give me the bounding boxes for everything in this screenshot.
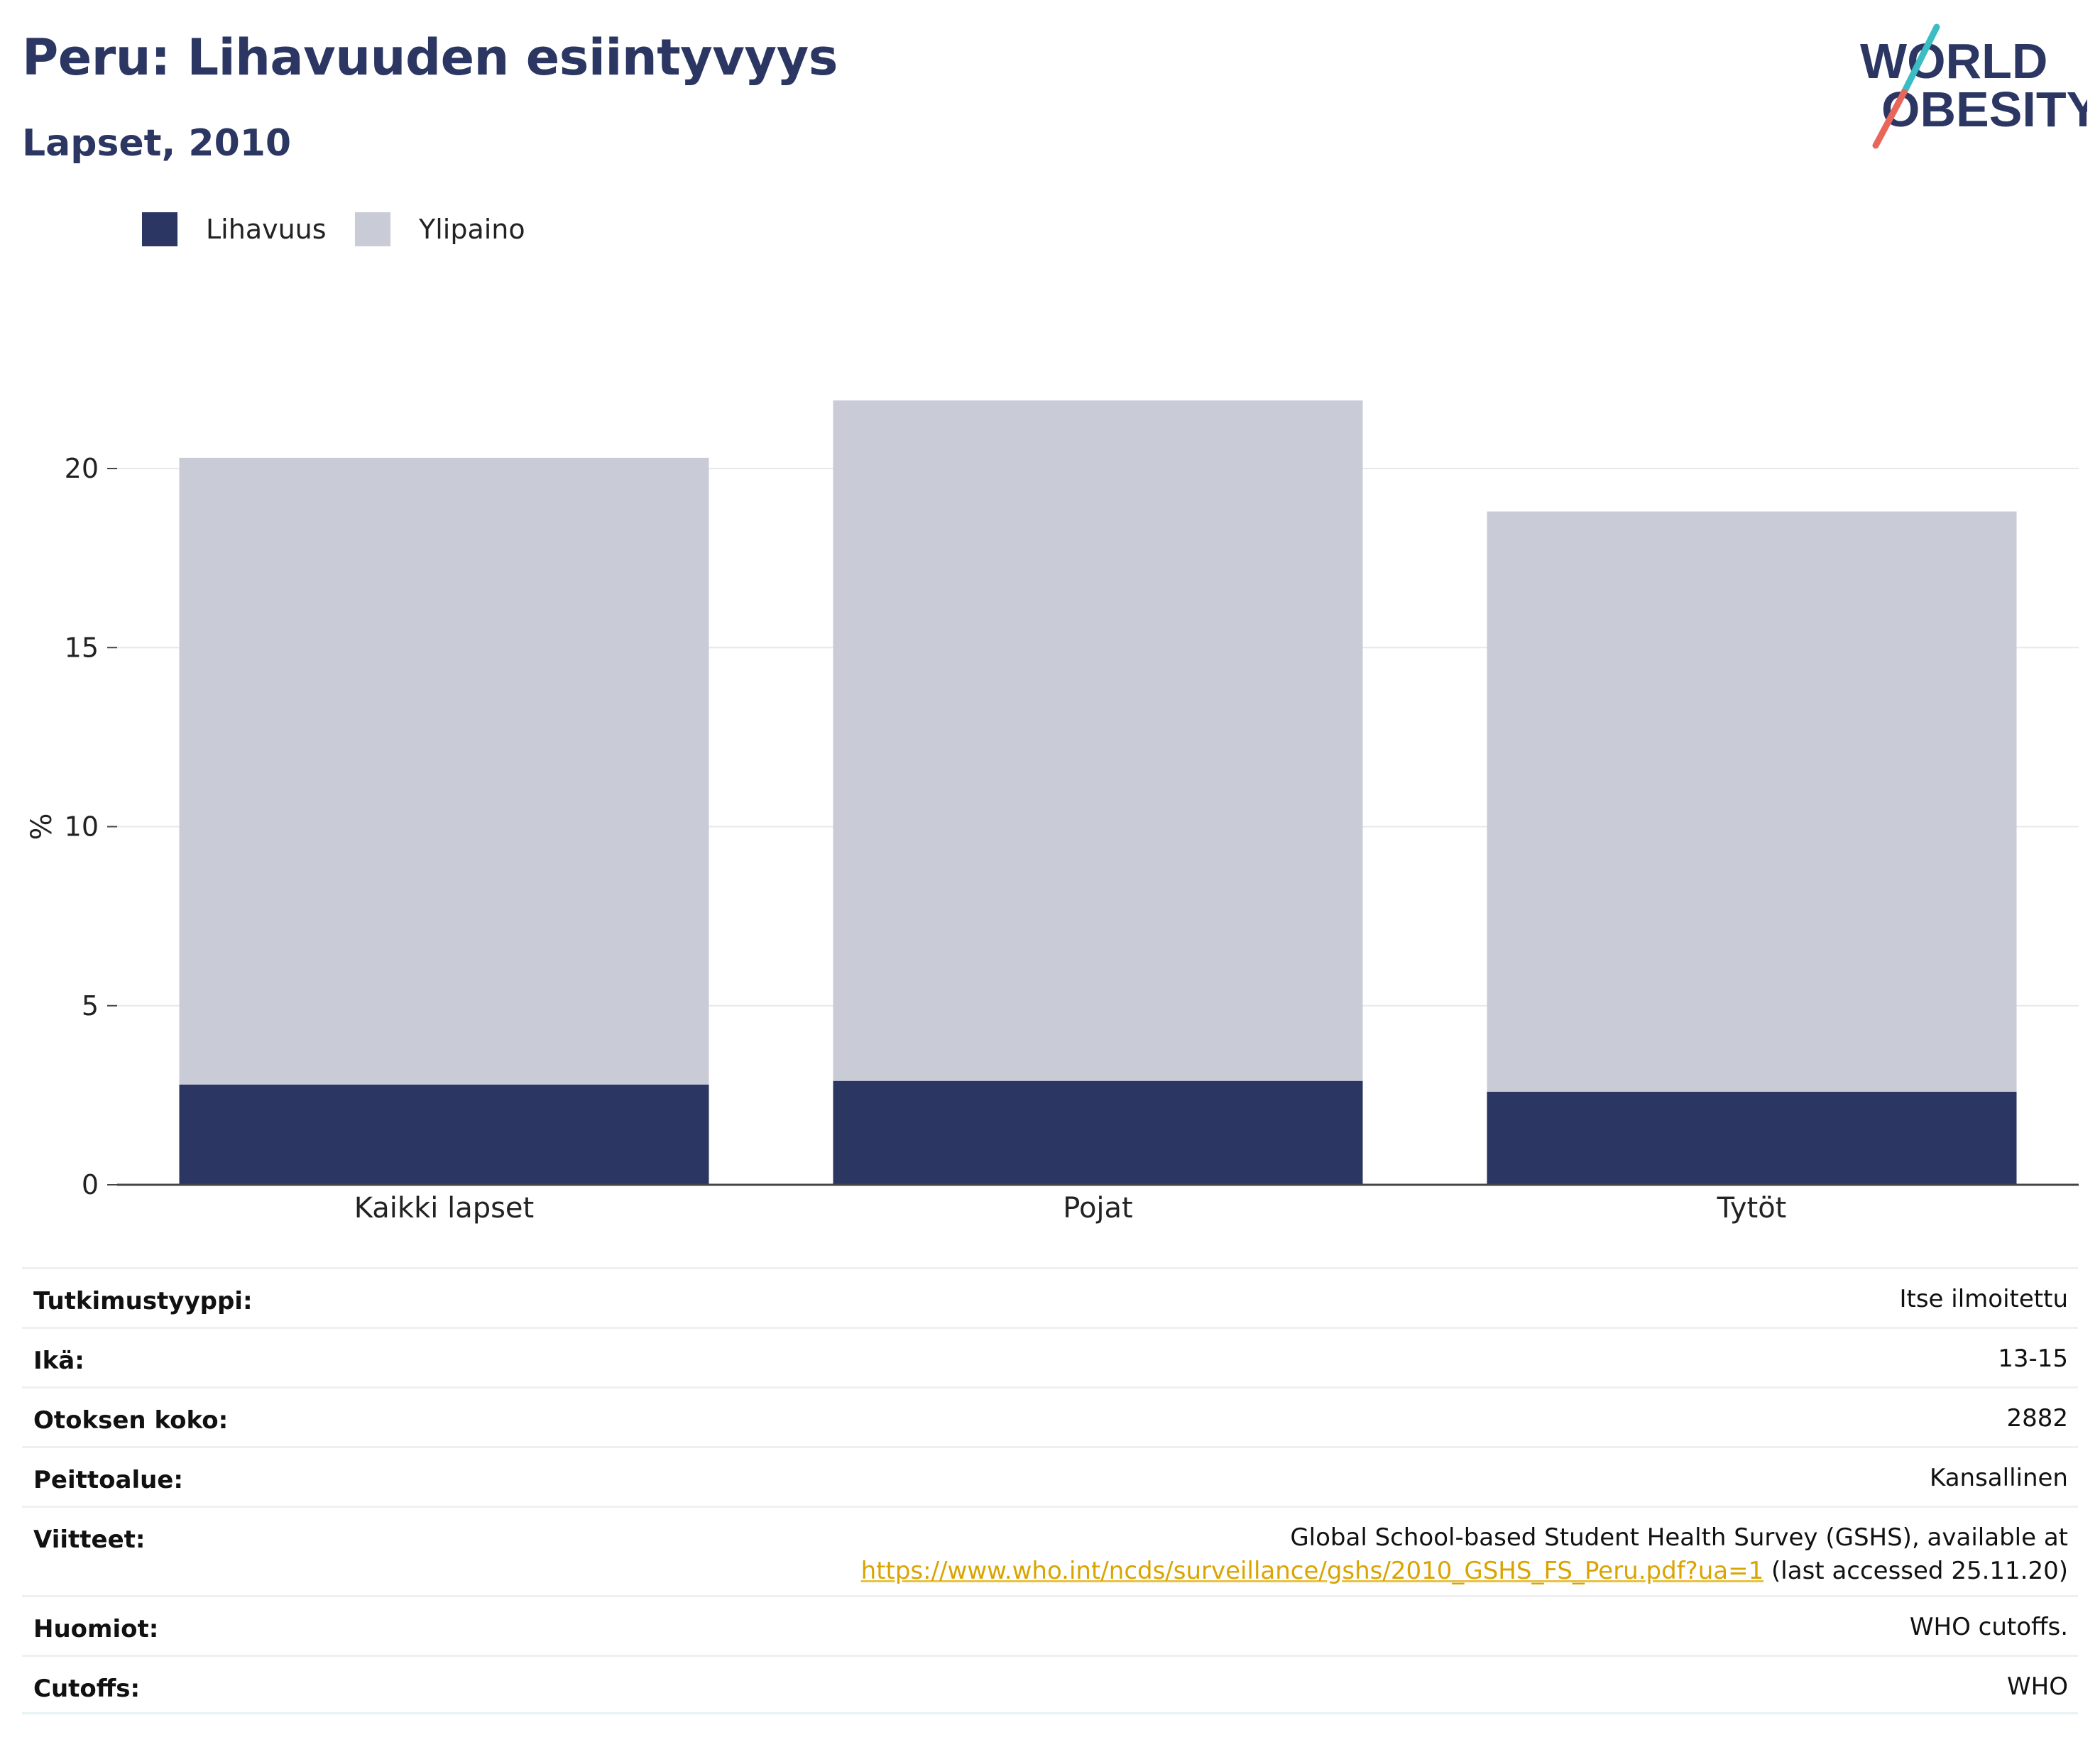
- reference-suffix: (last accessed 25.11.20): [1763, 1557, 2068, 1585]
- legend-label-obesity: Lihavuus: [206, 214, 327, 245]
- y-axis-label: %: [26, 813, 58, 840]
- meta-value: WHO: [2007, 1672, 2068, 1701]
- y-tick-label: 5: [82, 990, 99, 1022]
- x-tick-label: Pojat: [1063, 1192, 1132, 1225]
- meta-row-references: Viitteet: Global School-based Student He…: [22, 1506, 2078, 1595]
- meta-value: Kansallinen: [1930, 1464, 2068, 1492]
- metadata-table: Tutkimustyyppi: Itse ilmoitettu Ikä: 13-…: [22, 1267, 2078, 1714]
- y-tick-label: 20: [65, 453, 99, 484]
- meta-value: WHO cutoffs.: [1909, 1613, 2068, 1641]
- legend-swatch-obesity: [142, 212, 177, 246]
- y-tick-label: 0: [82, 1169, 99, 1200]
- meta-value: Itse ilmoitettu: [1899, 1285, 2068, 1313]
- logo-slash-teal: [1901, 23, 1940, 96]
- meta-key: Tutkimustyyppi:: [33, 1287, 253, 1315]
- meta-key: Huomiot:: [33, 1615, 159, 1643]
- meta-row-notes: Huomiot: WHO cutoffs.: [22, 1595, 2078, 1655]
- meta-key: Ikä:: [33, 1347, 84, 1375]
- bar-obesity-1: [833, 1080, 1363, 1185]
- meta-row-age: Ikä: 13-15: [22, 1327, 2078, 1386]
- reference-text: Global School-based Student Health Surve…: [1290, 1523, 2068, 1552]
- bar-overweight-0: [179, 457, 709, 1085]
- logo-slash-coral: [1872, 89, 1908, 149]
- legend-swatch-overweight: [355, 212, 390, 246]
- bar-obesity-2: [1487, 1091, 2017, 1185]
- meta-key: Cutoffs:: [33, 1675, 141, 1703]
- meta-row-sample-size: Otoksen koko: 2882: [22, 1386, 2078, 1446]
- meta-value: 2882: [2006, 1404, 2068, 1433]
- meta-key: Otoksen koko:: [33, 1406, 229, 1435]
- meta-row-coverage: Peittoalue: Kansallinen: [22, 1446, 2078, 1506]
- logo-line1: WORLD: [1860, 33, 2047, 89]
- y-tick-label: 15: [65, 632, 99, 663]
- meta-key: Viitteet:: [33, 1526, 146, 1554]
- logo-line2: OBESITY: [1881, 82, 2087, 137]
- meta-key: Peittoalue:: [33, 1466, 183, 1494]
- meta-row-cutoffs: Cutoffs: WHO: [22, 1655, 2078, 1714]
- legend-label-overweight: Ylipaino: [419, 214, 525, 245]
- bar-overweight-2: [1487, 511, 2017, 1092]
- x-tick-label: Tytöt: [1717, 1192, 1787, 1225]
- meta-value: Global School-based Student Health Surve…: [861, 1521, 2068, 1588]
- page-title: Peru: Lihavuuden esiintyvyys: [22, 28, 838, 87]
- page-subtitle: Lapset, 2010: [22, 122, 292, 165]
- x-tick-label: Kaikki lapset: [354, 1192, 534, 1225]
- bar-overweight-1: [833, 400, 1363, 1081]
- world-obesity-logo: WORLD OBESITY: [1860, 23, 2087, 149]
- meta-value: 13-15: [1998, 1345, 2068, 1373]
- y-tick-label: 10: [65, 811, 99, 843]
- meta-row-study-type: Tutkimustyyppi: Itse ilmoitettu: [22, 1267, 2078, 1327]
- bar-obesity-0: [179, 1084, 709, 1185]
- stacked-bar-chart: 0 5 10 15 20% Kaikki lapset Pojat Tytöt: [26, 400, 2079, 1225]
- reference-link[interactable]: https://www.who.int/ncds/surveillance/gs…: [860, 1557, 1764, 1585]
